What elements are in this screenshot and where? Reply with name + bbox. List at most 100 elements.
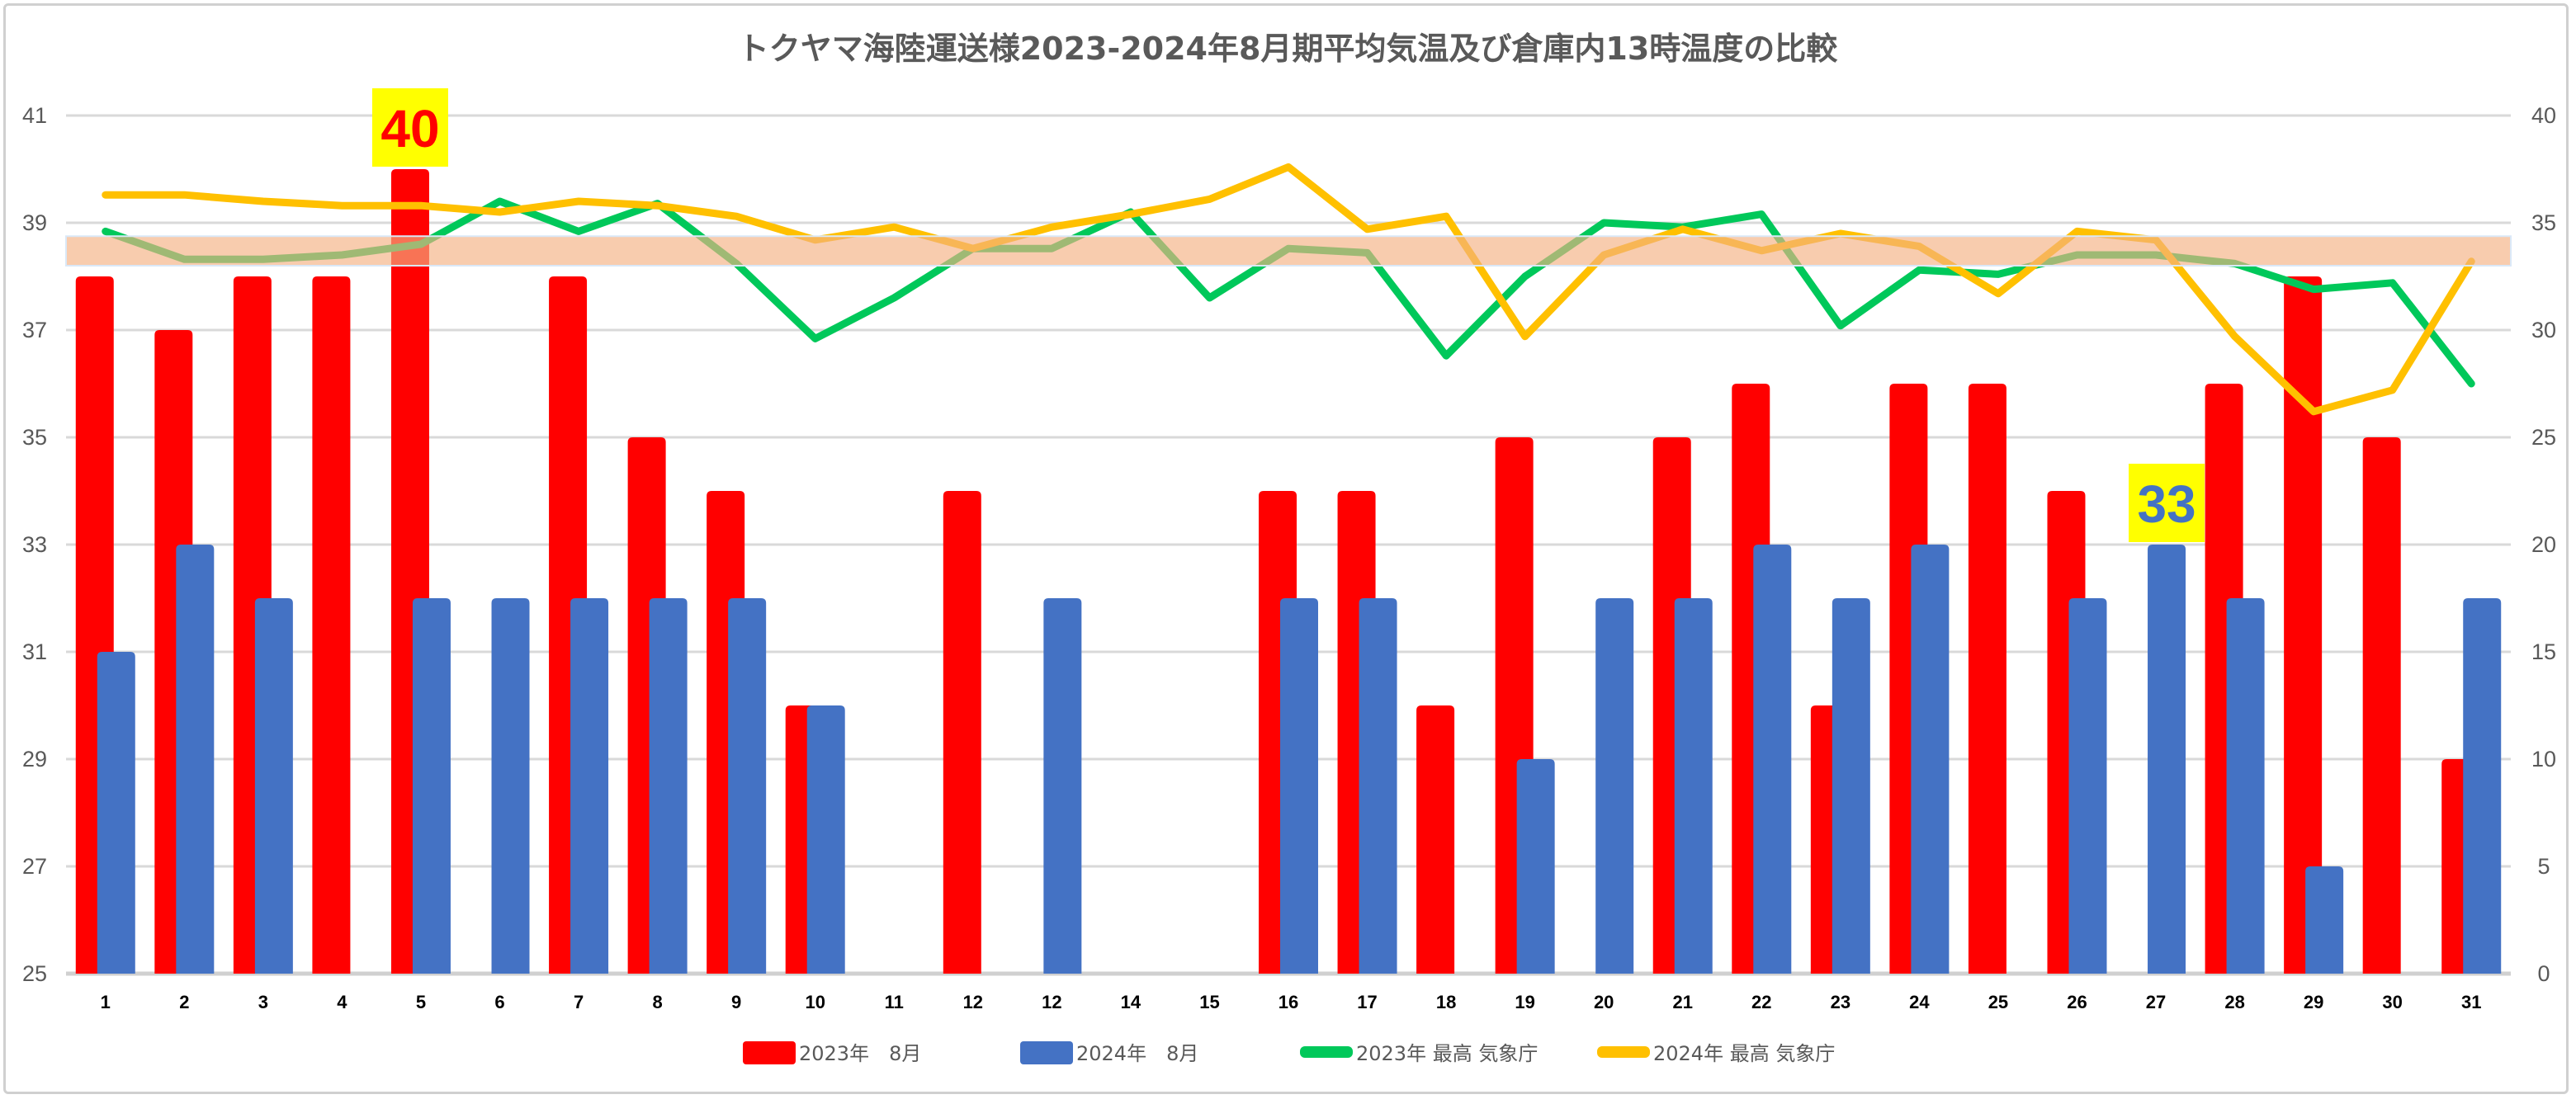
x-tick-label: 14 (1121, 992, 1141, 1012)
bar-2024 (1043, 598, 1082, 974)
legend-label: 2024年 最高 気象庁 (1653, 1042, 1835, 1065)
x-tick-label: 1 (101, 992, 111, 1012)
chart-title: トクヤマ海陸運送様2023-2024年8月期平均気温及び倉庫内13時温度の比較 (738, 31, 1839, 67)
legend-label: 2023年 最高 気象庁 (1356, 1042, 1538, 1065)
x-tick-label: 23 (1831, 992, 1850, 1012)
left-tick-label: 39 (22, 210, 47, 235)
x-tick-label: 7 (574, 992, 584, 1012)
bar-2024 (1832, 598, 1870, 974)
x-tick-label: 24 (1909, 992, 1930, 1012)
x-tick-label: 17 (1357, 992, 1377, 1012)
bar-2024 (1595, 598, 1634, 974)
x-tick-label: 2 (179, 992, 189, 1012)
bar-2024 (412, 598, 451, 974)
bar-2024 (1516, 759, 1555, 974)
x-axis-ticks: 1 2 3 4 5 6 7 8 9 10 11 12 12 14 15 16 17 18 19 20 21 22 23 24 2… (101, 992, 2482, 1012)
x-tick-label: 19 (1515, 992, 1534, 1012)
x-tick-label: 10 (805, 992, 825, 1012)
x-tick-label: 5 (416, 992, 426, 1012)
left-tick-label: 35 (22, 425, 47, 450)
x-tick-label: 29 (2304, 992, 2323, 1012)
left-tick-label: 27 (22, 854, 47, 879)
right-tick-label: 5 (2537, 854, 2550, 879)
bar-2024 (649, 598, 688, 974)
bar-2024 (1753, 545, 1792, 974)
bar-2023 (943, 491, 981, 974)
x-tick-label: 20 (1594, 992, 1614, 1012)
bar-2024 (176, 545, 215, 974)
left-tick-label: 25 (22, 961, 47, 986)
left-tick-label: 37 (22, 318, 47, 342)
bar-2023 (1416, 705, 1455, 974)
threshold-band (65, 235, 2512, 267)
legend-label: 2023年 8月 (799, 1042, 921, 1065)
threshold-band-rect (65, 235, 2512, 267)
bar-2024 (2148, 545, 2186, 974)
left-axis-ticks: 25 27 29 31 33 35 37 39 41 (22, 103, 47, 986)
right-tick-label: 20 (2531, 532, 2556, 557)
left-tick-label: 41 (22, 103, 47, 128)
right-tick-label: 10 (2531, 747, 2556, 771)
legend-label: 2024年 8月 (1076, 1042, 1198, 1065)
chart-frame (3, 3, 2569, 1094)
annotation-label: 33 (2137, 474, 2196, 534)
x-tick-label: 26 (2067, 992, 2087, 1012)
bar-2023 (2284, 276, 2323, 974)
x-tick-label: 31 (2461, 992, 2481, 1012)
x-tick-label: 18 (1436, 992, 1456, 1012)
x-tick-label: 22 (1751, 992, 1771, 1012)
bar-2024 (2068, 598, 2107, 974)
right-tick-label: 40 (2531, 103, 2556, 128)
x-tick-label: 6 (494, 992, 504, 1012)
left-tick-label: 33 (22, 532, 47, 557)
annotations: 40 33 (371, 88, 2205, 542)
right-tick-label: 25 (2531, 425, 2556, 450)
legend-swatch (1300, 1046, 1353, 1058)
bar-2024 (570, 598, 609, 974)
bar-2024 (2305, 866, 2344, 974)
right-tick-label: 35 (2531, 210, 2556, 235)
bar-2024 (1359, 598, 1397, 974)
legend-swatch (1597, 1046, 1650, 1058)
right-tick-label: 30 (2531, 318, 2556, 342)
annotation-box (2129, 464, 2205, 542)
bar-2024 (254, 598, 293, 974)
legend-swatch (743, 1041, 796, 1064)
bar-2024 (728, 598, 767, 974)
x-tick-label: 12 (963, 992, 983, 1012)
left-tick-label: 29 (22, 747, 47, 771)
bar-2024 (1911, 545, 1950, 974)
line-2023年 最高 気象庁 (102, 197, 2475, 388)
bar-2023 (312, 276, 351, 974)
right-axis-ticks: 0 5 10 15 20 25 30 35 40 (2531, 103, 2556, 986)
x-tick-label: 12 (1042, 992, 1061, 1012)
legend-swatch (1020, 1041, 1073, 1064)
legend: 2023年 8月 2024年 8月 2023年 最高 気象庁 2024年 最高 気象庁 (743, 1041, 1835, 1065)
bar-2024 (1674, 598, 1713, 974)
x-tick-label: 28 (2224, 992, 2244, 1012)
bar-2023 (2362, 437, 2401, 974)
right-tick-label: 0 (2537, 961, 2550, 986)
left-tick-label: 31 (22, 639, 47, 664)
bar-2024 (2463, 598, 2502, 974)
x-tick-label: 25 (1988, 992, 2008, 1012)
x-tick-label: 21 (1672, 992, 1692, 1012)
x-tick-label: 11 (885, 992, 904, 1012)
annotation-label: 40 (380, 99, 439, 158)
bar-2024 (1280, 598, 1318, 974)
right-tick-label: 15 (2531, 639, 2556, 664)
bars (75, 169, 2502, 974)
annotation-box (371, 88, 448, 167)
x-tick-label: 27 (2146, 992, 2166, 1012)
bar-2024 (2226, 598, 2265, 974)
line-2024年 最高 気象庁 (102, 163, 2475, 416)
bar-2024 (491, 598, 530, 974)
lines (102, 163, 2475, 416)
x-tick-label: 15 (1199, 992, 1219, 1012)
x-tick-label: 3 (258, 992, 268, 1012)
x-tick-label: 9 (731, 992, 741, 1012)
x-tick-label: 16 (1279, 992, 1298, 1012)
x-tick-label: 30 (2382, 992, 2402, 1012)
x-tick-label: 8 (652, 992, 662, 1012)
